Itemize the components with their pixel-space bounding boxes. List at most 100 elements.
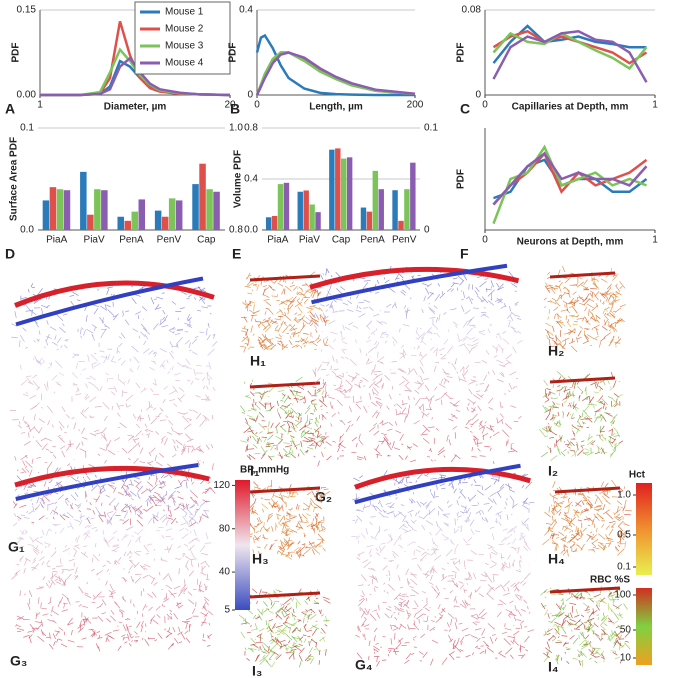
vessel [376,454,379,458]
vessel [556,321,563,329]
vessel [295,598,301,606]
vessel [268,649,272,655]
vessel [593,405,595,409]
vessel [613,327,615,333]
vessel [263,648,270,654]
vessel [555,439,558,447]
vessel [140,331,146,338]
vessel [612,432,616,436]
vessel [66,463,71,467]
vessel [608,294,612,301]
vessel [293,547,300,552]
vessel [409,594,416,597]
artery [354,466,531,490]
vessel [580,543,585,551]
vessel [595,315,598,323]
vessel [256,437,260,445]
vessel [129,368,133,371]
vessel [133,457,139,464]
vessel [269,405,275,411]
vessel [384,435,389,442]
vessel [313,288,318,293]
vessel [369,306,374,311]
vessel [429,531,432,536]
vessel [498,650,503,654]
vessel [307,594,312,600]
vessel [585,605,590,610]
vessel [128,643,132,647]
vessel [125,403,128,408]
vessel [84,393,89,399]
vessel [311,625,320,630]
vessel [45,339,49,346]
vessel [298,553,305,557]
vessel [378,529,381,534]
vessel [545,413,551,421]
vessel [358,584,364,586]
vessel [57,600,61,608]
vessel [169,341,173,347]
vessel [86,377,91,380]
vessel [288,340,293,346]
vessel [123,568,125,570]
vessel [317,438,324,443]
vessel [63,514,70,519]
vessel [91,333,95,341]
vessel [429,398,432,406]
vessel [365,358,370,365]
vessel [200,611,208,617]
vessel [27,484,34,488]
vessel [587,403,593,406]
vessel [156,461,163,467]
vessel [80,335,83,339]
vessel [466,508,470,514]
vessel [99,447,107,451]
vessel [464,505,467,512]
vessel [557,269,561,276]
vessel [283,442,290,444]
vessel [114,502,120,510]
vessel [367,584,371,587]
vessel [431,538,435,545]
vessel [590,381,597,386]
vessel [185,637,191,643]
vessel [166,546,170,554]
vessel [609,607,616,615]
vessel [375,576,378,583]
vessel [619,518,622,521]
vessel [291,281,294,285]
vessel [453,583,459,587]
vessel [363,561,371,569]
vessel [524,626,527,628]
vessel [315,496,318,501]
vessel [415,549,422,553]
vessel [376,412,379,414]
vessel [405,478,408,484]
vessel [370,369,374,375]
vessel [163,596,168,600]
vessel [53,391,56,394]
vessel [431,639,439,644]
vessel [64,544,67,548]
vessel [582,316,585,322]
vessel [87,525,93,528]
vessel [132,413,136,419]
vessel [608,329,611,332]
vessel [372,333,376,335]
vessel [297,635,301,640]
vessel [487,300,495,306]
vessel [205,444,210,450]
vessel [254,511,259,516]
vein [311,263,508,305]
vessel [393,648,397,656]
vessel [551,542,559,545]
vessel [70,494,77,501]
vessel [567,405,570,407]
vessel [556,509,562,514]
vessel [89,375,96,381]
vessel [454,642,458,649]
vessel [596,513,604,520]
vessel [403,600,410,607]
vessel [99,514,105,517]
vessel [594,505,602,508]
